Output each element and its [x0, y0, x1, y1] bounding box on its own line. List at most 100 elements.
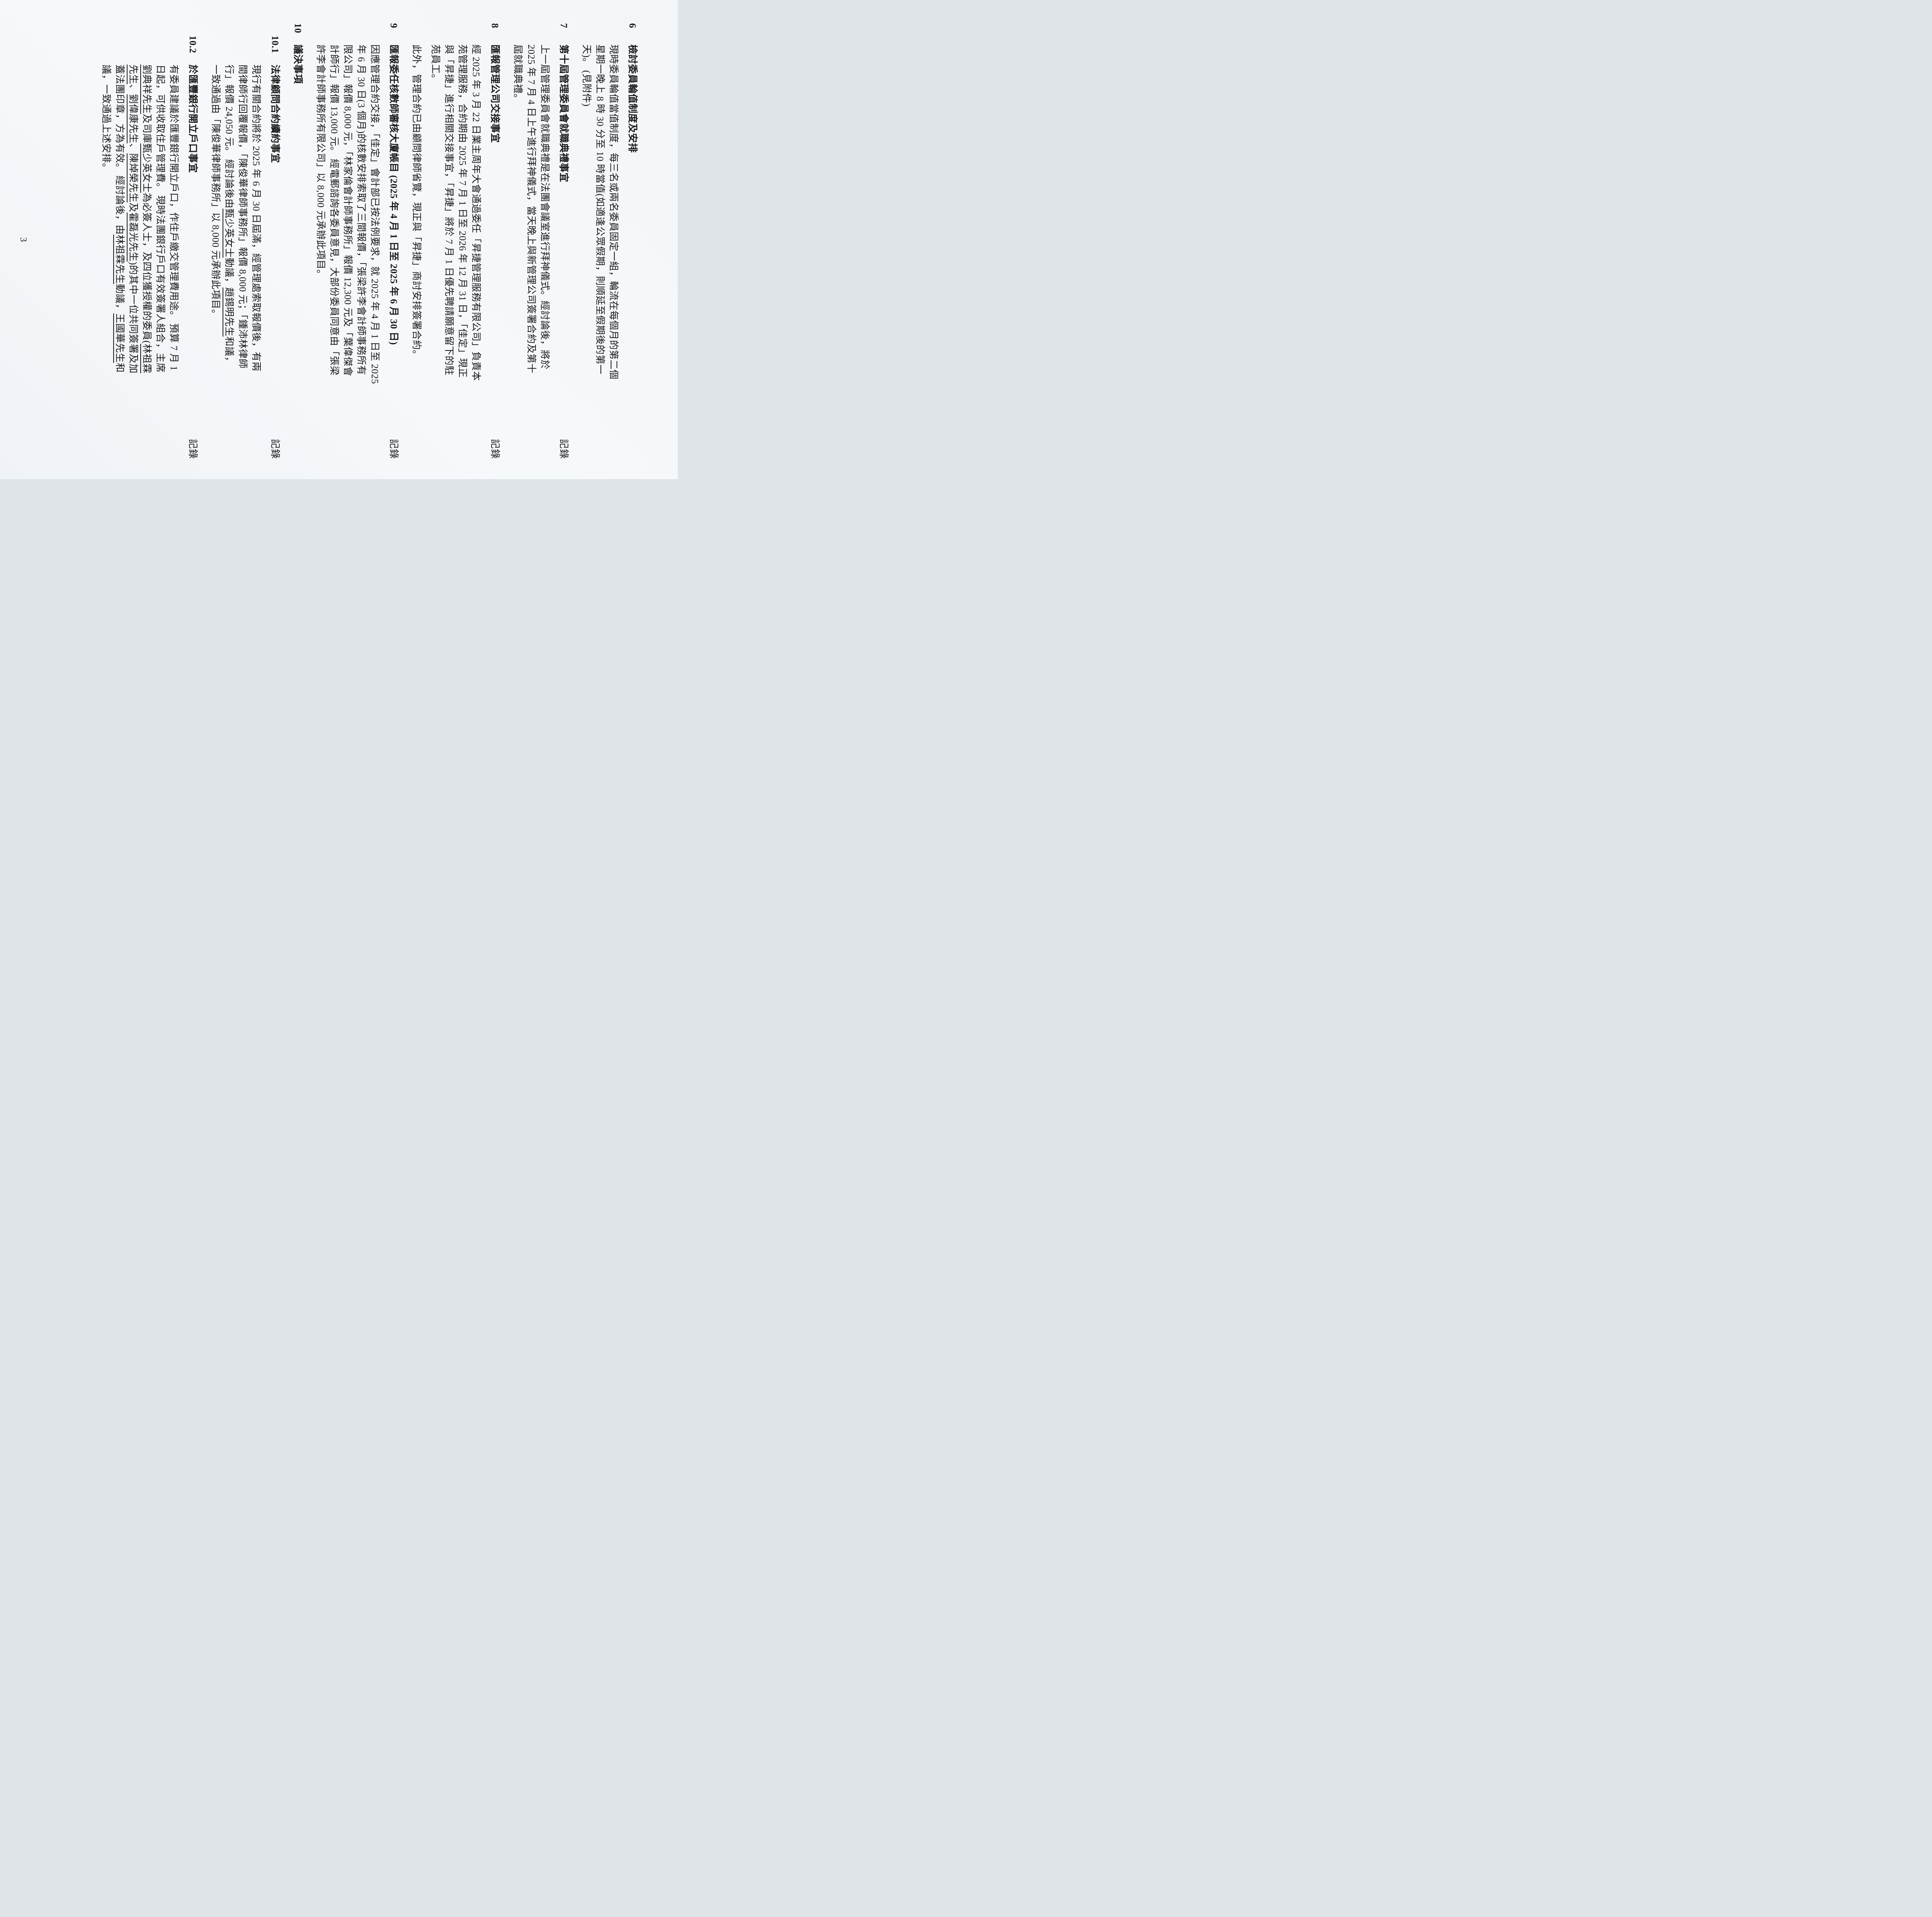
text-segment: 限公司」報價 8,000 元，「林家倫會計師事務所」報價 12,300 元及「葉…	[342, 44, 353, 377]
underlined-name: 陳焯榮先生	[127, 153, 138, 203]
text-segment: 動議，	[114, 284, 125, 314]
text-segment: 現時委員輪值當值制度，每三名或兩名委員固定一組，輪流在每個月的第二個	[608, 44, 619, 380]
underlined-name: 甄少英女士	[140, 143, 152, 193]
section-title: 議決事項	[293, 44, 303, 84]
section-title: 匯報委任核數師審核大廈帳目 (2025 年 4 月 1 日至 2025 年 6 …	[388, 44, 399, 345]
underlined-name: 劉偉康先生	[127, 94, 138, 144]
record-badge: 記錄	[270, 439, 280, 459]
text-segment: 及司庫	[141, 114, 152, 144]
paragraph-line: 天)。 (見附件)	[580, 44, 593, 459]
section-number: 10	[293, 23, 303, 33]
text-segment: 、	[128, 84, 138, 94]
paragraph: 上一屆管理委員會就職典禮是在法團會議室進行拜神儀式。經討論後，將於 2025 年 …	[511, 44, 551, 459]
section-6: 6 檢討委員輪值制度及安排 現時委員輪值當值制度，每三名或兩名委員固定一組，輪流在每…	[580, 23, 639, 459]
text-segment: 上一屆管理委員會就職典禮是在法團會議室進行拜神儀式。經討論後，將於	[539, 44, 550, 370]
paragraph: 現時委員輪值當值制度，每三名或兩名委員固定一組，輪流在每個月的第二個 星期一晚上 …	[580, 44, 620, 459]
underlined-name: 林祖霖	[140, 344, 152, 374]
text-segment: )的其中一位共同簽署及加	[128, 262, 138, 374]
section-title: 第十屆管理委員會就職典禮事宜	[558, 44, 569, 183]
paragraph-line: 一致通過由「陳俊華律師事務所」以 8,000 元承辦此項目。	[209, 65, 222, 459]
paragraph-line: 議，一致通過上述安排。	[99, 65, 113, 459]
section-heading: 7 第十屆管理委員會就職典禮事宜記錄	[557, 23, 570, 459]
section-heading: 6 檢討委員輪值制度及安排	[626, 23, 639, 459]
section-number: 9	[388, 23, 399, 28]
paragraph-line: 上一屆管理委員會就職典禮是在法團會議室進行拜神儀式。經討論後，將於	[538, 44, 551, 459]
section-number: 10.2	[187, 36, 198, 53]
text-segment: 和議，	[224, 337, 234, 366]
paragraph-line: 與「昇捷」進行相關交接事宜，「昇捷」將於 7 月 1 日優先聘請願意留下的駐	[442, 44, 456, 459]
text-segment: 因應管理合約交接，「佳定」會計部已按法例要求，就 2025 年 4 月 1 日至…	[369, 44, 380, 384]
paragraph-line: 間律師行回覆報價，「陳俊華律師事務所」報價 8,000 元；「鍾沛林律師	[236, 65, 249, 459]
section-heading: 10.2 於匯豐銀行開立戶口事宜 記錄	[186, 36, 199, 459]
text-segment: 有委員建議於匯豐銀行開立戶口，作住戶繳交管理費用途。 預算 7 月 1	[168, 65, 179, 371]
record-badge: 記錄	[187, 439, 198, 459]
text-segment: 許李會計師事務所有限公司」以 8,000 元承辦此項目。	[315, 44, 326, 279]
record-badge: 記錄	[558, 439, 569, 459]
paragraph-line: 年 6 月 30 日(3 個月)的核數安排索取了三間報價，「張梁許李會計師事務所…	[354, 44, 368, 459]
underlined-name: 王國華先生	[113, 313, 125, 363]
section-heading: 10.1 法律顧問合約續約事宜記錄	[268, 36, 282, 459]
section-number: 8	[490, 23, 500, 28]
paragraph-line: 苑管理服務，合約期由 2025 年 7 月 1 日至 2026 年 12 月 3…	[456, 44, 469, 459]
paragraph-line: 先生、劉偉康先生、陳焯榮先生及霍磊光先生)的其中一位共同簽署及加	[126, 65, 140, 459]
paragraph-line: 2025 年 7 月 4 日上午進行拜神儀式，當天晚上與新管理公司簽署合約及第十	[524, 44, 538, 459]
document-page: 6 檢討委員輪值制度及安排 現時委員輪值當值制度，每三名或兩名委員固定一組，輪流在每…	[0, 0, 678, 479]
paragraph-line: 屆就職典禮。	[511, 44, 524, 459]
text-segment: 苑員工。	[430, 44, 440, 84]
text-segment: 、	[128, 143, 138, 153]
section-title: 法律顧問合約續約事宜	[270, 65, 280, 163]
paragraph-line: 限公司」報價 8,000 元，「林家倫會計師事務所」報價 12,300 元及「葉…	[341, 44, 354, 459]
record-badge: 記錄	[388, 439, 399, 459]
text-segment: 苑管理服務，合約期由 2025 年 7 月 1 日至 2026 年 12 月 3…	[457, 44, 468, 378]
subsection-10.1: 10.1 法律顧問合約續約事宜 記錄 現行有關合約將於 2025 年 6 月 30 日…	[209, 36, 282, 459]
scanned-minutes-sheet: 6 檢討委員輪值制度及安排 現時委員輪值當值制度，每三名或兩名委員固定一組，輪流在每…	[0, 0, 678, 479]
text-segment: 經 2025 年 3 月 22 日業主周年大會通過委任「昇捷管理服務有限公司」負…	[471, 44, 481, 381]
section-heading: 9 匯報委任核數師審核大廈帳目 (2025 年 4 月 1 日至 2025 年 6…	[387, 23, 400, 459]
underlined-name: 劉典祥先生	[140, 65, 152, 114]
paragraph-line: 現時委員輪值當值制度，每三名或兩名委員固定一組，輪流在每個月的第二個	[607, 44, 620, 459]
text-segment: 一致通過由「陳俊華律師事務所」以 8,000 元承辦此項目。	[210, 65, 221, 319]
paragraph: 現行有關合約將於 2025 年 6 月 30 日屆滿，經管理處索取報價後，有兩間…	[209, 65, 263, 459]
paragraph: 經 2025 年 3 月 22 日業主周年大會通過委任「昇捷管理服務有限公司」負…	[429, 44, 483, 459]
text-segment: 蓋法團印章，方為有效。 經討論後，由	[114, 65, 125, 235]
record-badge: 記錄	[490, 439, 500, 459]
section-9: 9 匯報委任核數師審核大廈帳目 (2025 年 4 月 1 日至 2025 年 6…	[314, 23, 400, 459]
text-segment: 動議，	[224, 258, 234, 287]
paragraph: 因應管理合約交接，「佳定」會計部已按法例要求，就 2025 年 4 月 1 日至…	[314, 44, 381, 459]
paragraph-line: 此外，管理合約已由顧問律師省覽，現正與「昇捷」商討安排簽署合約。	[410, 44, 423, 459]
subsection-10.2: 10.2 於匯豐銀行開立戶口事宜 記錄 有委員建議於匯豐銀行開立戶口，作住戶繳交管理費…	[99, 36, 199, 459]
text-segment: 現行有關合約將於 2025 年 6 月 30 日屆滿，經管理處索取報價後，有兩	[251, 65, 261, 372]
section-number: 6	[627, 23, 638, 28]
text-segment: 議，一致通過上述安排。	[101, 65, 111, 173]
text-segment: 和	[114, 362, 125, 373]
text-segment: 為必簽人士，及四位獲授權的委員(	[141, 192, 152, 344]
text-segment: 此外，管理合約已由顧問律師省覽，現正與「昇捷」商討安排簽署合約。	[411, 44, 422, 360]
underlined-name: 先生	[127, 65, 138, 85]
section-title: 匯報管理公司交接事宜	[490, 44, 500, 143]
section-heading: 10 議決事項	[291, 23, 304, 459]
paragraph-line: 蓋法團印章，方為有效。 經討論後，由林祖霖先生動議，王國華先生和	[113, 65, 126, 459]
paragraph: 有委員建議於匯豐銀行開立戶口，作住戶繳交管理費用途。 預算 7 月 1 日起，可供…	[99, 65, 180, 459]
paragraph-line: 星期一晚上 8 時 30 分至 10 時當值(如適逢公眾假期，則順延至假期後的第…	[593, 44, 607, 459]
text-segment: 天)。 (見附件)	[581, 44, 592, 107]
text-segment: 2025 年 7 月 4 日上午進行拜神儀式，當天晚上與新管理公司簽署合約及第十	[526, 44, 536, 374]
section-number: 10.1	[270, 36, 280, 53]
text-segment: 計師行」報價 13,000 元。 經電郵諮詢各委員意見，大部份委員同意由「張梁	[329, 44, 339, 376]
paragraph-line: 經 2025 年 3 月 22 日業主周年大會通過委任「昇捷管理服務有限公司」負…	[469, 44, 483, 459]
paragraph-line: 日起，可供收取住戶管理費。 現時法團銀行戶口有效簽署人組合，主席	[153, 65, 167, 459]
underlined-name: 趙錫明先生	[223, 287, 234, 337]
text-segment: 行」報價 24,050 元。 經討論後由	[224, 65, 234, 209]
text-segment: 年 6 月 30 日(3 個月)的核數安排索取了三間報價，「張梁許李會計師事務所…	[356, 44, 366, 375]
section-title: 檢討委員輪值制度及安排	[627, 44, 638, 153]
section-number: 7	[558, 23, 569, 28]
section-8: 8 匯報管理公司交接事宜記錄 經 2025 年 3 月 22 日業主周年大會通過委任…	[410, 23, 502, 459]
paragraph-line: 行」報價 24,050 元。 經討論後由甄少英女士動議，趙錫明先生和議，	[222, 65, 236, 459]
text-segment: 間律師行回覆報價，「陳俊華律師事務所」報價 8,000 元；「鍾沛林律師	[237, 65, 248, 369]
section-7: 7 第十屆管理委員會就職典禮事宜 記錄 上一屆管理委員會就職典禮是在法團會議室進行拜神…	[511, 23, 570, 459]
paragraph: 此外，管理合約已由顧問律師省覽，現正與「昇捷」商討安排簽署合約。	[410, 44, 423, 459]
underlined-name: 霍磊光先生	[127, 212, 138, 262]
paragraph-line: 計師行」報價 13,000 元。 經電郵諮詢各委員意見，大部份委員同意由「張梁	[327, 44, 341, 459]
paragraph-line: 有委員建議於匯豐銀行開立戶口，作住戶繳交管理費用途。 預算 7 月 1	[167, 65, 180, 459]
document-body: 6 檢討委員輪值制度及安排 現時委員輪值當值制度，每三名或兩名委員固定一組，輪流在每…	[99, 0, 678, 479]
paragraph-line: 劉典祥先生及司庫甄少英女士為必簽人士，及四位獲授權的委員(林祖霖	[140, 65, 153, 459]
